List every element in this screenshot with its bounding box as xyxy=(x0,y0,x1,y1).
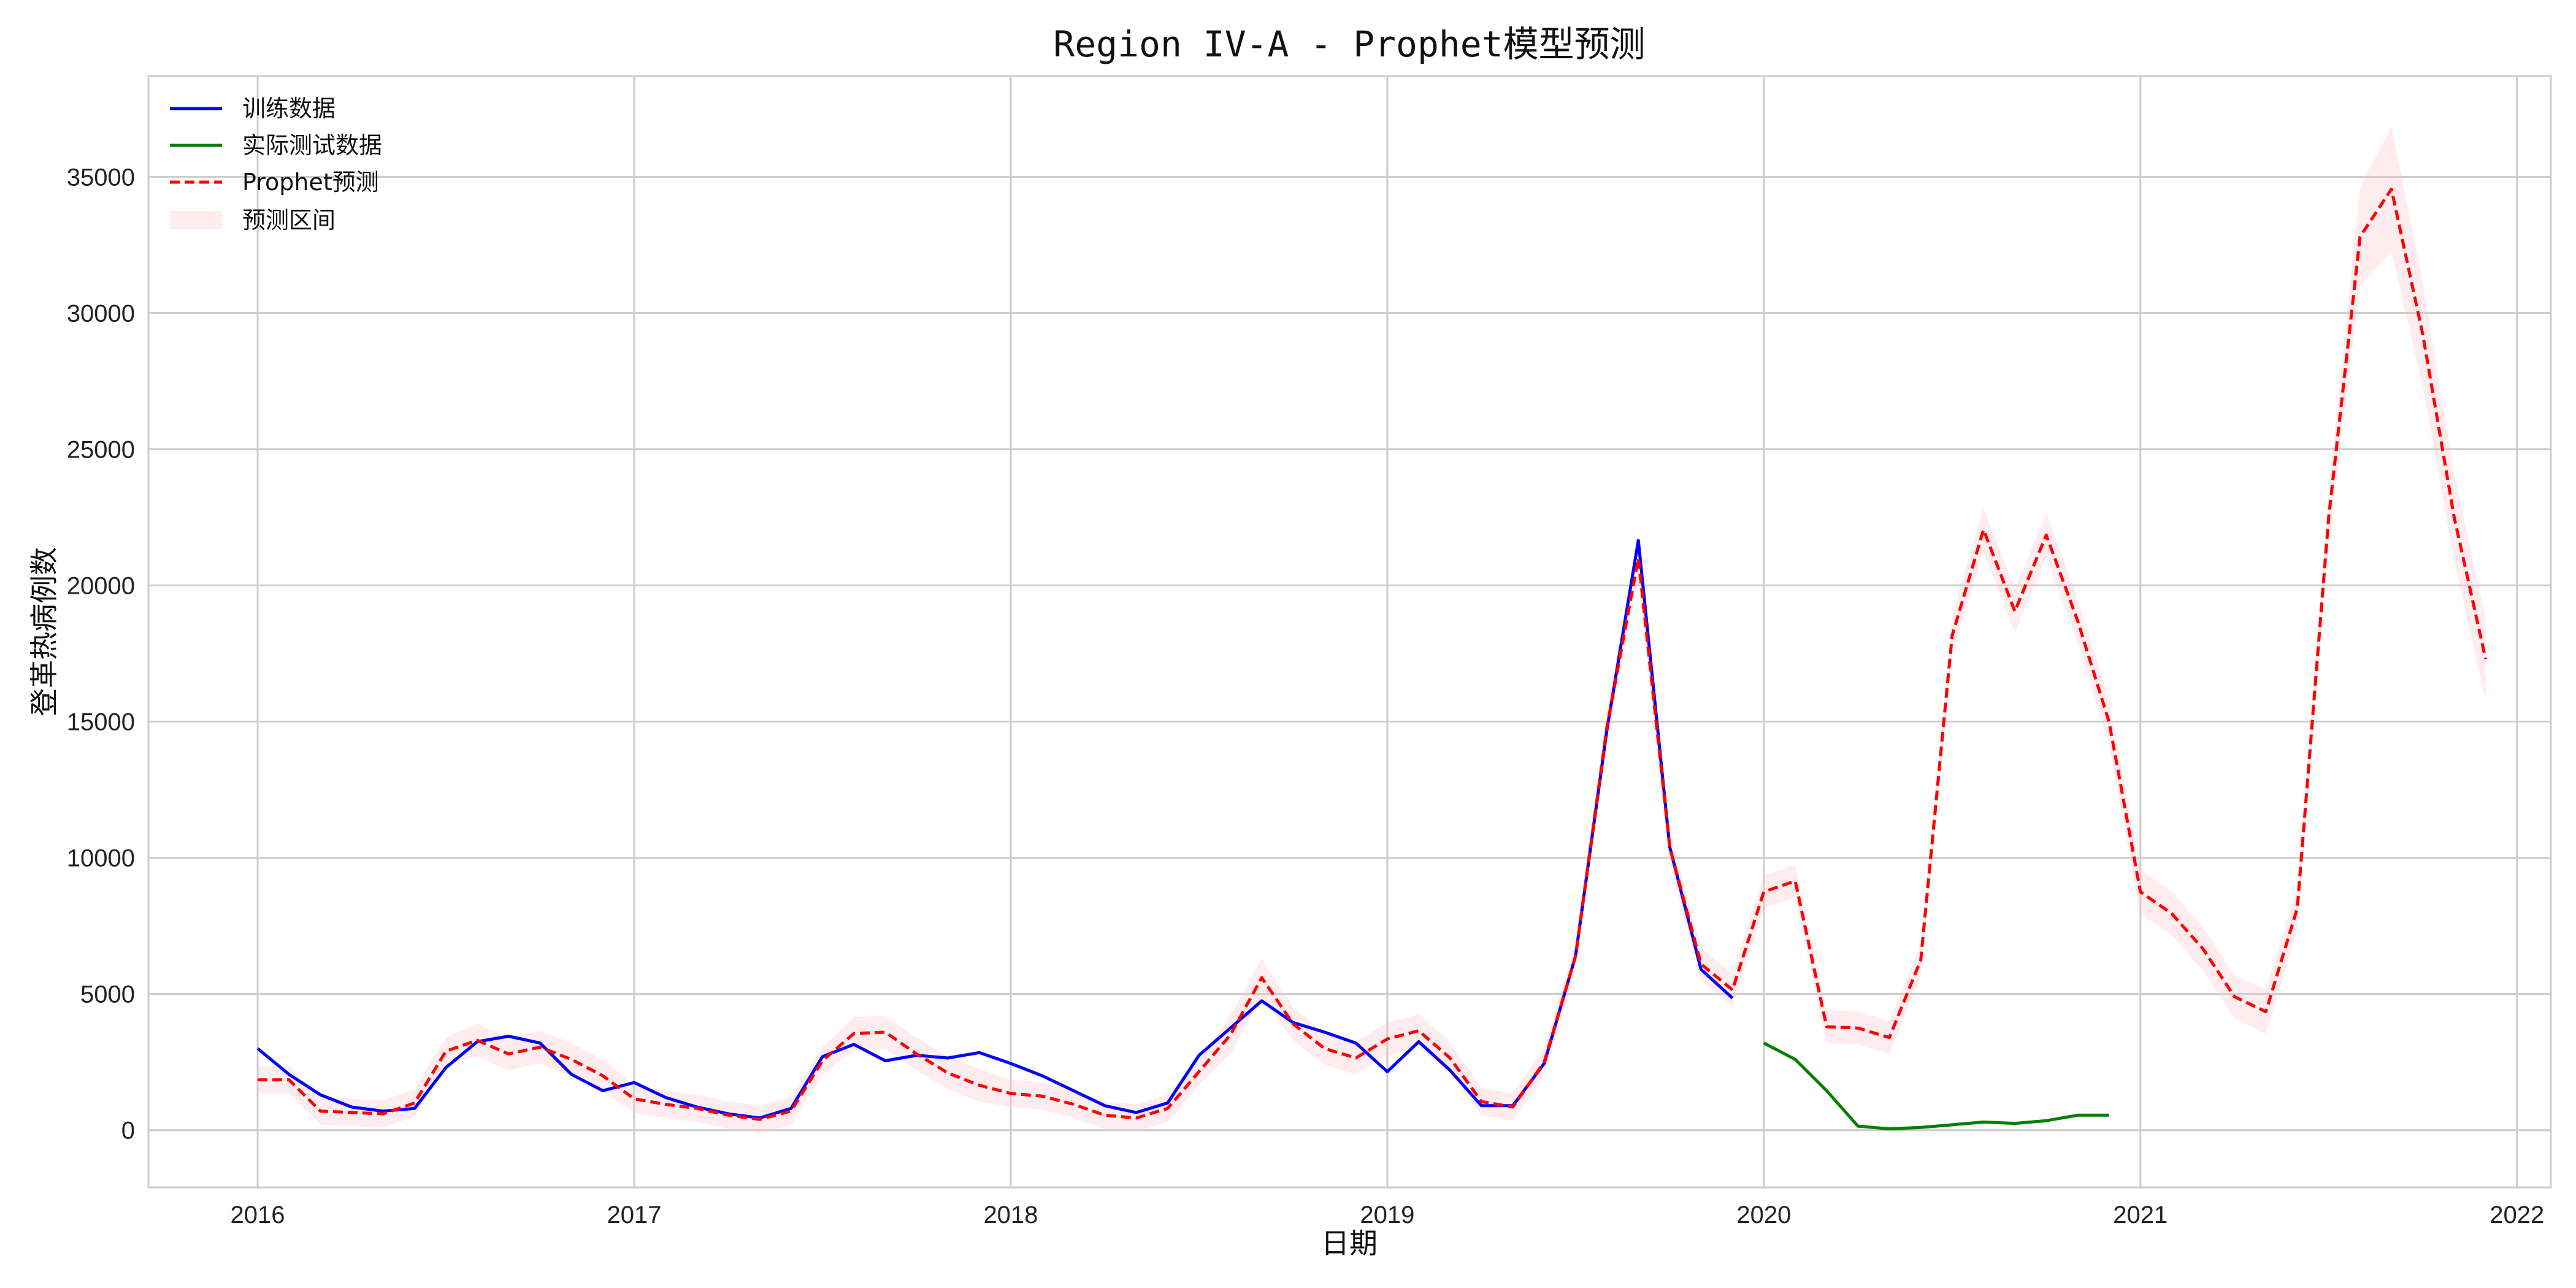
y-axis-title: 登革热病例数 xyxy=(28,547,61,716)
legend-train-label: 训练数据 xyxy=(242,95,335,122)
y-tick-label: 35000 xyxy=(67,164,135,191)
y-tick-label: 20000 xyxy=(67,573,135,600)
x-axis-title: 日期 xyxy=(1321,1227,1378,1260)
chart-title: Region IV-A - Prophet模型预测 xyxy=(1053,23,1645,65)
x-tick-label: 2016 xyxy=(231,1202,285,1229)
legend-interval-swatch xyxy=(170,211,222,229)
plot-area xyxy=(148,76,2551,1187)
x-tick-label: 2017 xyxy=(607,1202,662,1229)
x-tick-label: 2018 xyxy=(983,1202,1038,1229)
y-tick-label: 0 xyxy=(121,1117,135,1144)
train-line xyxy=(256,539,1734,1120)
y-tick-label: 30000 xyxy=(67,300,135,327)
x-tick-label: 2022 xyxy=(2490,1202,2544,1229)
x-tick-label: 2019 xyxy=(1360,1202,1414,1229)
legend-test-label: 实际测试数据 xyxy=(242,132,382,159)
y-tick-label: 10000 xyxy=(67,845,135,872)
y-tick-labels: 0 5000 10000 15000 20000 25000 30000 35000 xyxy=(67,164,135,1144)
grid-lines xyxy=(148,76,2551,1187)
y-tick-label: 5000 xyxy=(80,981,135,1008)
test-line xyxy=(1763,1041,2109,1130)
x-tick-labels: 2016 2017 2018 2019 2020 2021 2022 xyxy=(231,1202,2545,1229)
forecast-line xyxy=(258,187,2488,1121)
legend-forecast-label: Prophet预测 xyxy=(242,169,379,196)
legend-interval-label: 预测区间 xyxy=(242,207,335,234)
plot-frame xyxy=(147,75,2552,1189)
y-tick-label: 15000 xyxy=(67,709,135,736)
legend: 训练数据 实际测试数据 Prophet预测 预测区间 xyxy=(170,95,382,234)
y-tick-label: 25000 xyxy=(67,436,135,463)
series-layer xyxy=(256,187,2488,1130)
x-tick-label: 2021 xyxy=(2113,1202,2168,1229)
x-tick-label: 2020 xyxy=(1736,1202,1791,1229)
